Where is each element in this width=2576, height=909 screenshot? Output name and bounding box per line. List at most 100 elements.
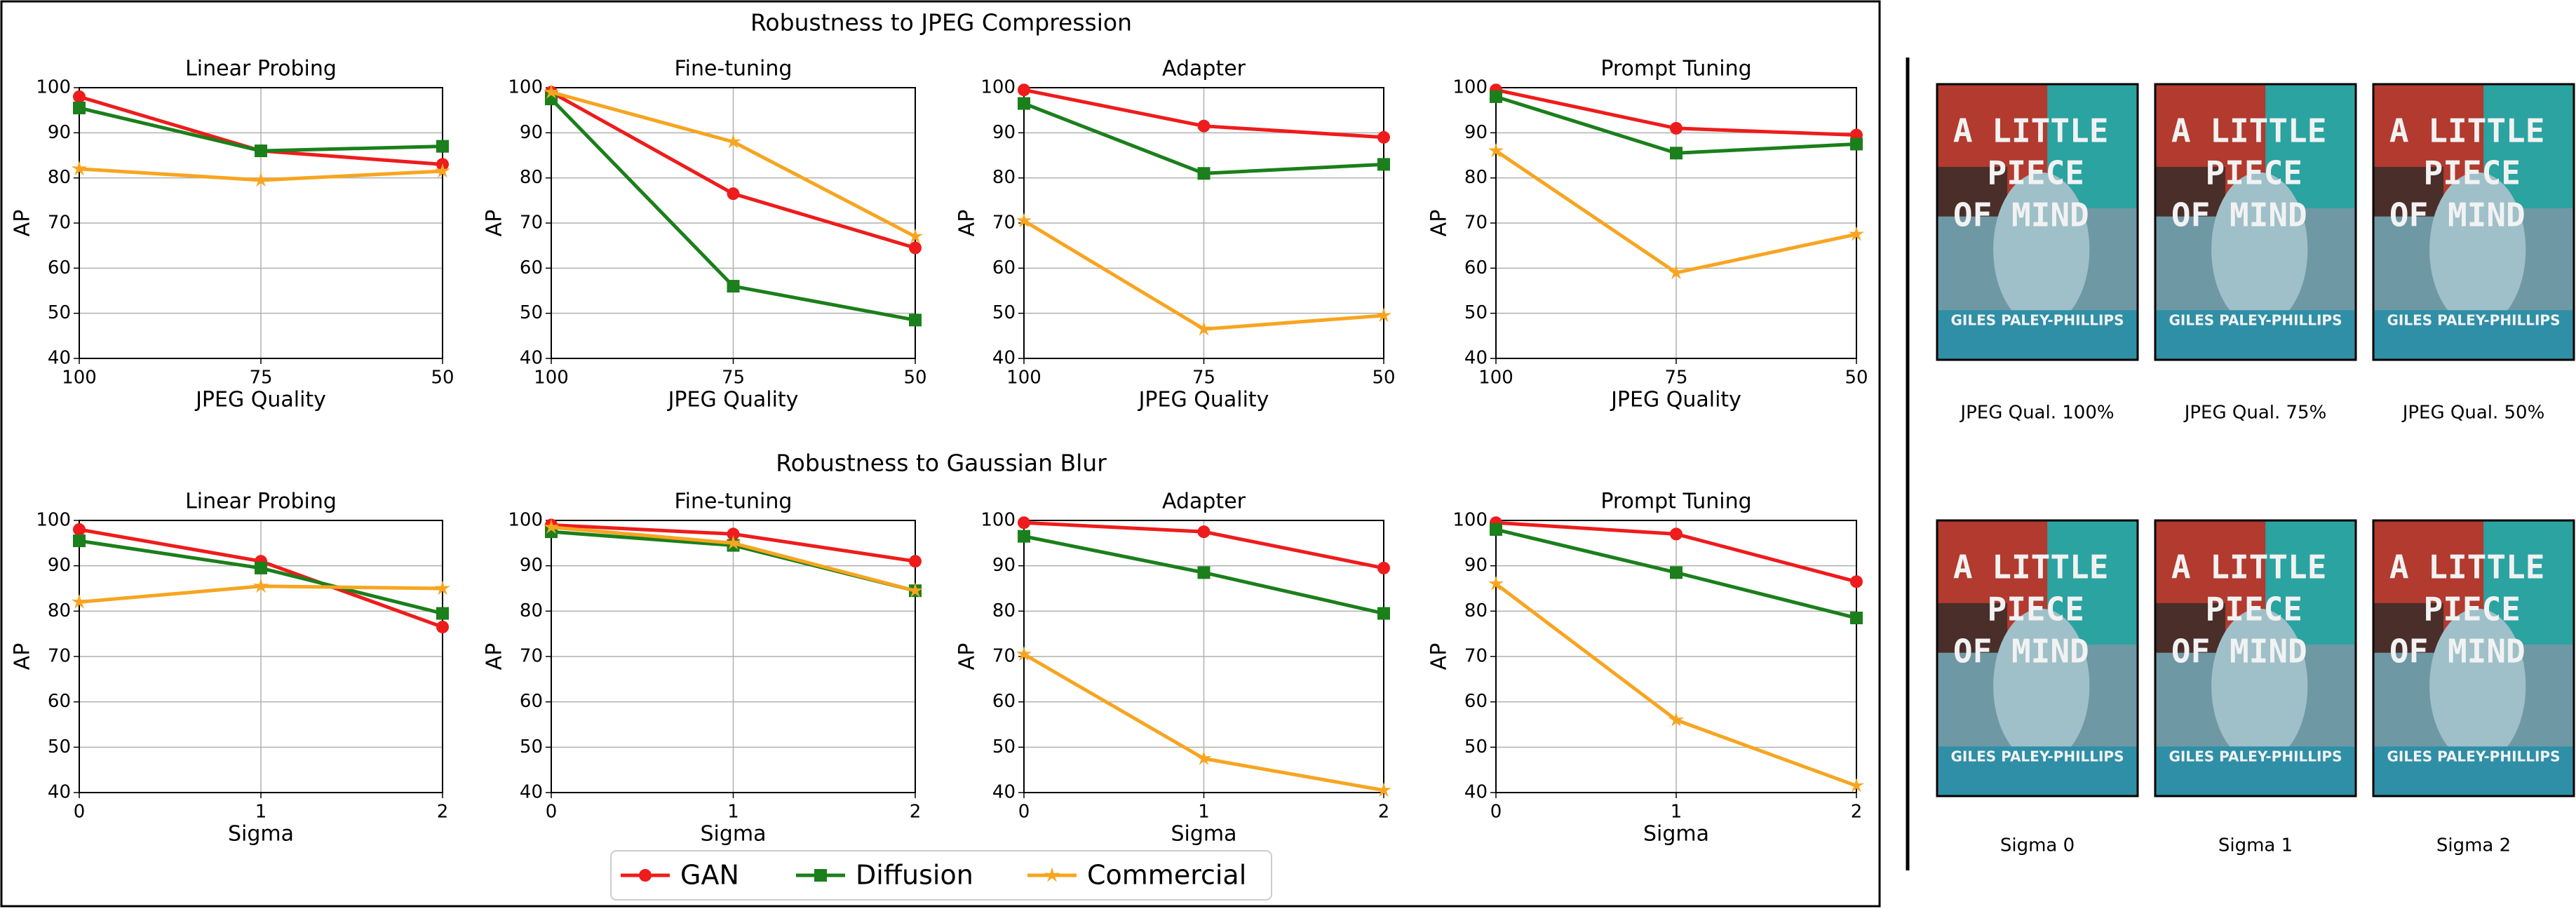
- y-tick-label: 90: [48, 555, 71, 576]
- x-tick-label: 50: [1372, 368, 1395, 389]
- legend-box: [610, 850, 1272, 901]
- cover-frame: [2372, 519, 2575, 797]
- cover-title: PIECE: [1988, 154, 2084, 192]
- cover-title: OF MIND: [1953, 633, 2089, 671]
- cover-title: PIECE: [2424, 154, 2521, 192]
- subplot-title: Linear Probing: [185, 57, 337, 81]
- y-tick-label: 60: [992, 691, 1016, 712]
- marker: [725, 133, 741, 149]
- legend-label: GAN: [680, 860, 739, 891]
- cover-title: PIECE: [1988, 591, 2084, 628]
- marker: [543, 519, 560, 534]
- marker: [1488, 575, 1504, 591]
- subplot-title: Adapter: [1162, 57, 1246, 81]
- y-tick-label: 70: [992, 213, 1016, 234]
- marker: [1848, 777, 1865, 793]
- cover-title: OF MIND: [1953, 196, 2089, 234]
- y-tick-label: 100: [508, 510, 543, 531]
- cover-face: [1993, 172, 2090, 327]
- cover-title: A LITTLE: [2171, 548, 2327, 586]
- y-tick-label: 90: [992, 555, 1016, 576]
- marker: [1850, 137, 1863, 151]
- marker: [1668, 264, 1685, 280]
- marker: [434, 163, 451, 178]
- marker: [1196, 321, 1212, 336]
- y-tick-label: 90: [1464, 555, 1488, 576]
- cover-title: OF MIND: [2171, 196, 2307, 234]
- y-tick-label: 100: [508, 77, 543, 98]
- image-caption: JPEG Qual. 75%: [2183, 403, 2327, 424]
- y-axis-label: AP: [955, 210, 980, 237]
- y-tick-label: 50: [1464, 302, 1488, 323]
- x-tick-label: 0: [1018, 802, 1030, 823]
- marker: [436, 140, 449, 153]
- cover-title: A LITTLE: [2389, 548, 2545, 586]
- cover-title: OF MIND: [2171, 633, 2307, 671]
- marker: [1375, 782, 1392, 797]
- marker: [1670, 566, 1683, 579]
- y-tick-label: 40: [1464, 782, 1488, 803]
- x-tick-label: 0: [1490, 802, 1502, 823]
- y-axis-label: AP: [1427, 210, 1452, 237]
- x-tick-label: 75: [722, 368, 745, 389]
- x-axis-label: JPEG Quality: [1138, 388, 1269, 412]
- y-tick-label: 40: [520, 782, 543, 803]
- x-tick-label: 1: [255, 802, 267, 823]
- marker: [434, 580, 451, 595]
- y-tick-label: 80: [48, 167, 71, 188]
- marker: [1197, 119, 1211, 133]
- y-tick-label: 70: [1464, 213, 1488, 234]
- x-tick-label: 100: [1006, 368, 1041, 389]
- x-tick-label: 100: [62, 368, 97, 389]
- y-tick-label: 50: [992, 302, 1016, 323]
- marker: [252, 578, 269, 593]
- cover-stripes: [1937, 602, 2008, 653]
- book-cover: A LITTLE PIECE OF MIND GILES PALEY-PHILLIPS: [1936, 83, 2139, 361]
- marker: [1018, 97, 1030, 110]
- cover-author: GILES PALEY-PHILLIPS: [2387, 748, 2560, 765]
- y-axis-label: AP: [11, 643, 35, 671]
- y-tick-label: 80: [1464, 167, 1488, 188]
- marker: [1488, 142, 1504, 158]
- x-tick-label: 75: [1664, 368, 1687, 389]
- marker: [1018, 83, 1030, 97]
- y-axis-label: AP: [955, 643, 980, 671]
- marker: [1016, 213, 1032, 228]
- x-tick-label: 100: [534, 368, 569, 389]
- image-caption: Sigma 0: [2000, 835, 2075, 856]
- marker: [71, 161, 88, 176]
- y-tick-label: 60: [992, 257, 1016, 278]
- y-tick-label: 70: [48, 213, 71, 234]
- marker: [909, 241, 922, 255]
- x-tick-label: 50: [903, 368, 926, 389]
- cover-frame: [1936, 519, 2139, 797]
- marker: [1018, 530, 1030, 543]
- marker: [73, 101, 86, 114]
- subplot-title: Prompt Tuning: [1600, 490, 1751, 514]
- x-tick-label: 1: [727, 802, 739, 823]
- marker: [1848, 226, 1865, 241]
- figure-frame: [0, 0, 1881, 908]
- cover-title: A LITTLE: [1953, 112, 2109, 150]
- marker: [73, 90, 86, 103]
- marker: [727, 527, 740, 541]
- cover-title: PIECE: [2206, 591, 2302, 628]
- y-tick-label: 40: [48, 348, 71, 369]
- y-tick-label: 90: [48, 122, 71, 143]
- marker: [909, 555, 922, 568]
- y-tick-label: 60: [48, 691, 71, 712]
- marker: [255, 561, 267, 574]
- y-tick-label: 80: [520, 167, 543, 188]
- y-tick-label: 100: [1452, 510, 1488, 531]
- x-axis-label: Sigma: [1643, 822, 1709, 847]
- section-title: Robustness to JPEG Compression: [750, 9, 1132, 36]
- marker: [436, 620, 449, 633]
- marker: [1670, 527, 1683, 541]
- y-tick-label: 90: [992, 122, 1016, 143]
- y-tick-label: 70: [520, 213, 543, 234]
- legend-label: Commercial: [1087, 860, 1246, 891]
- marker: [1377, 158, 1390, 171]
- marker: [1490, 90, 1502, 103]
- cover-bottom: [1937, 746, 2138, 796]
- marker: [1668, 711, 1685, 727]
